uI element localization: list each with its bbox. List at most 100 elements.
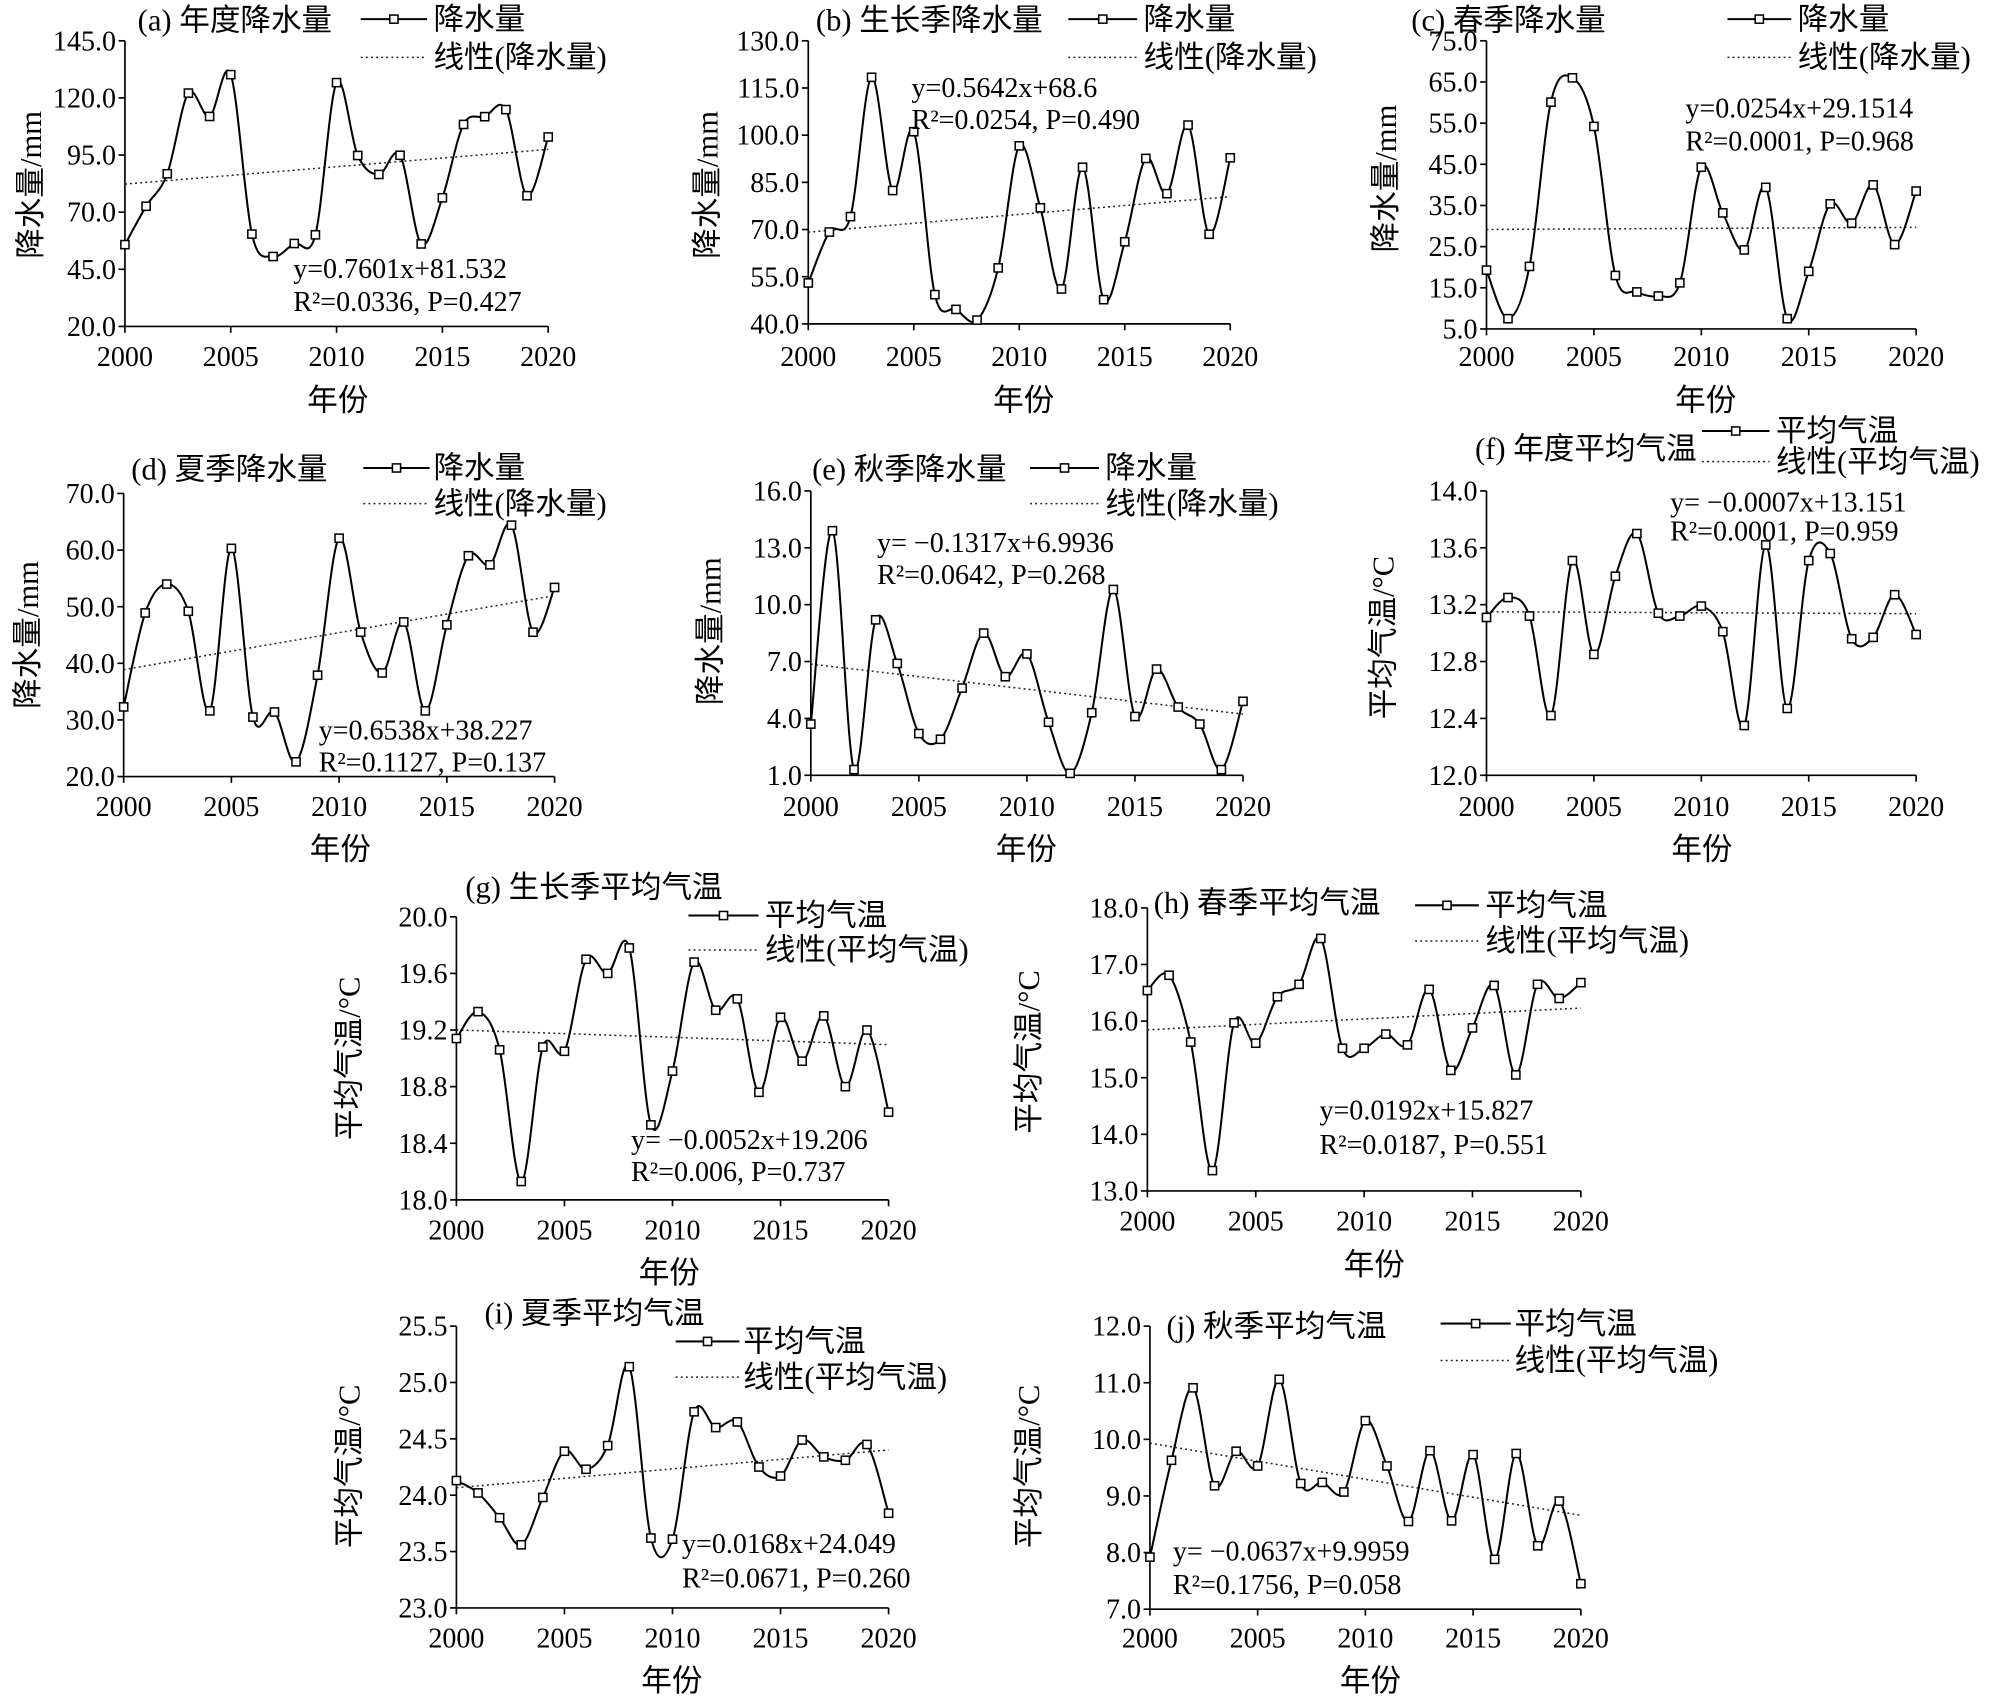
chart-title: (g) 生长季平均气温: [465, 871, 722, 905]
data-point: [1382, 1461, 1392, 1471]
x-tick-label: 2000: [96, 792, 152, 823]
x-tick-label: 2005: [1566, 342, 1622, 373]
data-point: [840, 1081, 851, 1092]
data-point: [951, 304, 961, 315]
x-tick-label: 2000: [1122, 1623, 1178, 1654]
data-point: [581, 1464, 591, 1475]
data-point: [331, 77, 342, 88]
regression-stats: R²=0.0001, P=0.968: [1685, 126, 1913, 157]
chart-title: (i) 夏季平均气温: [484, 1297, 704, 1331]
y-tick-label: 19.2: [398, 1016, 447, 1047]
data-point: [458, 119, 469, 130]
data-point: [374, 169, 384, 180]
data-point: [957, 683, 967, 693]
y-tick-label: 95.0: [67, 141, 116, 172]
data-point: [1524, 611, 1535, 621]
regression-equation: y=0.0168x+24.049: [682, 1529, 896, 1560]
data-point: [1183, 120, 1193, 130]
y-tick-label: 13.2: [1429, 590, 1478, 621]
regression-equation: y= −0.1317x+6.9936: [877, 528, 1114, 559]
y-tick-label: 40.0: [750, 309, 799, 340]
x-tick-label: 2000: [780, 342, 836, 373]
regression-stats: R²=0.0254, P=0.490: [912, 105, 1140, 136]
regression-equation: y=0.6538x+38.227: [319, 716, 533, 747]
y-tick-label: 70.0: [750, 215, 799, 246]
data-point: [473, 1488, 483, 1498]
data-point: [1380, 1029, 1391, 1039]
x-tick-label: 2020: [861, 1215, 917, 1246]
data-point: [120, 239, 130, 250]
data-point: [334, 533, 344, 544]
x-tick-label: 2005: [536, 1215, 592, 1246]
data-point: [140, 608, 151, 618]
data-point: [754, 1462, 764, 1472]
x-axis-label: 年份: [1340, 1664, 1401, 1698]
data-point: [441, 619, 452, 630]
y-tick-label: 4.0: [767, 704, 802, 735]
series-line: [122, 522, 556, 764]
data-point: [862, 1439, 872, 1450]
x-tick-label: 2010: [999, 792, 1055, 823]
x-tick-label: 2010: [309, 342, 365, 373]
data-point: [710, 1422, 721, 1433]
data-point: [1739, 720, 1750, 731]
legend-label-series: 平均气温: [1485, 889, 1607, 923]
regression-equation: y=0.0192x+15.827: [1319, 1096, 1533, 1127]
data-point: [289, 238, 300, 249]
x-tick-label: 2020: [1888, 342, 1944, 373]
data-point: [204, 706, 215, 716]
series-line: [455, 1363, 890, 1559]
y-tick-label: 13.0: [753, 533, 802, 564]
data-point: [269, 707, 280, 717]
y-tick-label: 13.0: [1089, 1177, 1138, 1208]
data-point: [978, 628, 989, 638]
data-point: [1166, 1455, 1177, 1466]
y-tick-label: 75.0: [1429, 26, 1478, 57]
x-tick-label: 2015: [753, 1623, 809, 1654]
data-point: [1274, 1374, 1285, 1385]
legend-label-series: 降水量: [1798, 2, 1890, 36]
data-point: [1546, 710, 1556, 721]
data-point: [1162, 188, 1172, 199]
x-tick-label: 2005: [203, 792, 259, 823]
y-tick-label: 120.0: [53, 83, 116, 114]
data-point: [352, 150, 363, 161]
data-point: [1077, 162, 1088, 173]
legend-label-trend: 线性(平均气温): [1515, 1344, 1719, 1378]
y-tick-label: 9.0: [1106, 1482, 1141, 1513]
y-tick-label: 15.0: [1089, 1063, 1138, 1094]
data-point: [416, 239, 427, 249]
y-axis-label: 平均气温/°C: [333, 1385, 367, 1548]
data-point: [1825, 548, 1836, 559]
data-point: [516, 1176, 527, 1187]
data-point: [312, 670, 323, 681]
data-point: [1204, 229, 1214, 240]
y-tick-label: 12.0: [1092, 1312, 1141, 1343]
y-tick-label: 1.0: [767, 761, 802, 792]
data-point: [248, 712, 258, 722]
y-axis-label: 降水量/mm: [1369, 104, 1403, 252]
y-tick-label: 115.0: [737, 74, 799, 105]
data-point: [1739, 245, 1750, 255]
regression-equation: y=0.7601x+81.532: [293, 254, 507, 285]
data-point: [463, 550, 474, 561]
y-tick-label: 55.0: [1429, 109, 1478, 140]
data-point: [818, 1011, 829, 1021]
y-tick-label: 13.6: [1429, 533, 1478, 564]
legend-label-series: 平均气温: [765, 899, 887, 933]
data-point: [1468, 1449, 1478, 1460]
data-point: [1653, 291, 1664, 301]
data-point: [1632, 287, 1642, 297]
data-point: [1868, 180, 1879, 190]
data-point: [689, 957, 699, 967]
x-tick-label: 2000: [1119, 1206, 1175, 1237]
data-point: [1209, 1480, 1220, 1491]
data-point: [1337, 1043, 1348, 1054]
y-tick-label: 5.0: [1443, 315, 1478, 346]
regression-stats: R²=0.1756, P=0.058: [1173, 1570, 1401, 1601]
data-point: [930, 289, 940, 300]
